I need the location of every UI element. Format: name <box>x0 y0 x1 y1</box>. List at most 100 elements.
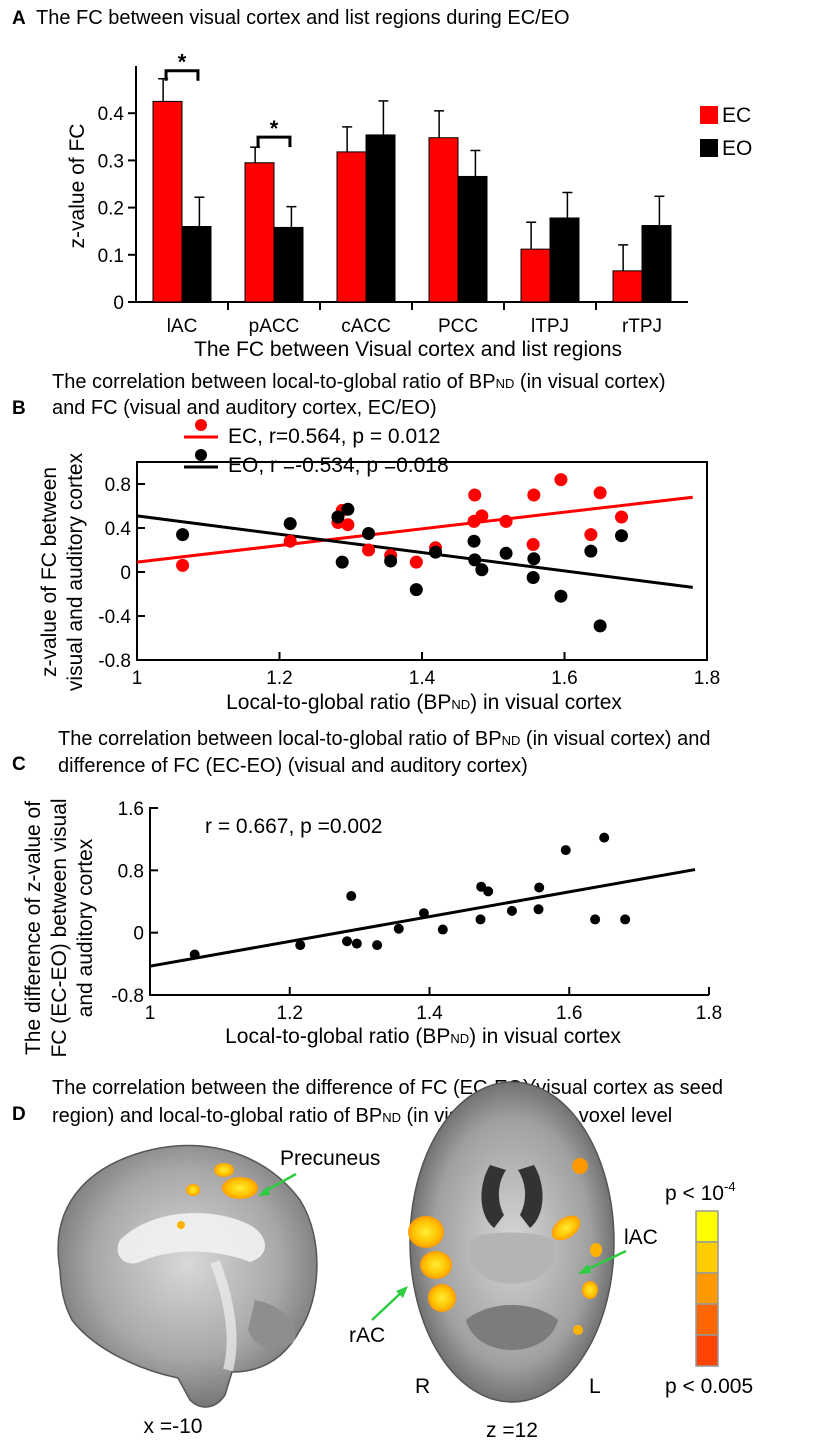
point-eo-6 <box>384 554 398 568</box>
colorbar-bottom-label: p < 0.005 <box>665 1375 753 1398</box>
colorbar-swatch-3 <box>695 1303 719 1336</box>
x-tick-label-pacc: pACC <box>249 316 300 337</box>
panel-d-title-text: region) and local-to-global ratio of BP <box>52 1105 382 1127</box>
y-tick-label-0-4: -0.4 <box>98 607 131 628</box>
point-ec-eo-16 <box>590 914 601 925</box>
point-ec-7 <box>409 555 423 569</box>
bar-eo-pcc <box>457 175 488 303</box>
x-tick-label-1-4: 1.4 <box>416 1003 443 1024</box>
significance-bracket-lac <box>164 69 200 81</box>
point-ec-17 <box>593 486 607 500</box>
bar-eo-lac <box>181 225 212 303</box>
point-ec-eo-18 <box>620 914 631 925</box>
point-eo-4 <box>341 502 355 516</box>
point-eo-14 <box>527 552 541 566</box>
activation-lac <box>551 1215 581 1241</box>
y-tick-label-0: 0 <box>113 293 124 314</box>
x-tick-label-ltpj: lTPJ <box>531 316 569 337</box>
legend-marker-eo <box>195 449 207 461</box>
panel-b-x-label-text: Local-to-global ratio (BP <box>226 691 451 714</box>
point-ec-eo-14 <box>534 882 545 893</box>
panel-c-annotation: r = 0.667, p =0.002 <box>205 815 382 838</box>
point-ec-5 <box>362 543 376 557</box>
posterior-region <box>466 1305 558 1350</box>
point-eo-10 <box>468 553 482 567</box>
panel-b-x-label: Local-to-global ratio (BPND) in visual c… <box>226 691 622 714</box>
panel-c-x-label-end: ) in visual cortex <box>469 1025 621 1048</box>
significance-star-lac: * <box>178 50 187 75</box>
legend-label-ec: EC <box>722 104 751 127</box>
x-tick-label-1: 1 <box>132 668 143 689</box>
panel-b-label: B <box>12 398 26 419</box>
panel-a-x-ticks: lAC pACC cACC PCC lTPJ rTPJ <box>167 302 662 337</box>
point-ec-13 <box>526 538 540 551</box>
colorbar-top-label: p < 10-4 <box>665 1179 736 1205</box>
panel-b: The correlation between local-to-global … <box>12 371 720 714</box>
activation-sagittal-3 <box>186 1184 200 1196</box>
panel-b-y-ticks: -0.8 -0.4 0 0.4 0.8 <box>98 475 145 672</box>
panel-c-x-ticks: 1 1.2 1.4 1.6 1.8 <box>145 987 722 1024</box>
point-ec-eo-5 <box>372 940 383 951</box>
legend-label-eo: EO <box>722 137 752 160</box>
activation-precuneus <box>222 1177 258 1199</box>
panel-b-x-ticks: 1 1.2 1.4 1.6 1.8 <box>132 652 720 689</box>
point-ec-eo-12 <box>506 905 517 916</box>
lac-label: lAC <box>624 1226 658 1249</box>
lac-arrowhead <box>578 1264 591 1274</box>
y-tick-label-0-8: -0.8 <box>111 986 144 1007</box>
point-ec-eo-17 <box>599 832 610 843</box>
panel-b-fit-lines <box>136 495 693 589</box>
panel-c-y-label-line1: The difference of z-value of <box>22 801 45 1055</box>
activation-rac-2 <box>420 1251 452 1279</box>
bar-eo-rtpj <box>641 225 672 303</box>
sagittal-caption: x =-10 <box>144 1415 203 1438</box>
bar-eo-pacc <box>273 226 304 303</box>
bar-ec-rtpj <box>612 270 643 303</box>
point-ec-eo-3 <box>346 891 357 902</box>
panel-c-x-label: Local-to-global ratio (BPND) in visual c… <box>225 1025 621 1048</box>
activation-temporal <box>590 1243 602 1257</box>
panel-b-title-line2: and FC (visual and auditory cortex, EC/E… <box>52 397 437 419</box>
x-tick-label-1-2: 1.2 <box>277 1003 303 1024</box>
x-tick-label-1-2: 1.2 <box>266 668 292 689</box>
panel-a: A The FC between visual cortex and list … <box>12 7 752 361</box>
legend-marker-ec <box>195 419 207 431</box>
panel-c-y-label-line3: and auditory cortex <box>74 838 97 1017</box>
colorbar-swatch-0 <box>695 1210 719 1243</box>
panel-c-y-ticks: -0.8 0 0.8 1.6 <box>111 799 158 1007</box>
point-ec-0 <box>176 558 190 572</box>
colorbar-swatch-4 <box>695 1334 719 1367</box>
panel-c-title-text: The correlation between local-to-global … <box>58 728 502 750</box>
corpus-callosum <box>117 1213 266 1264</box>
sagittal-brain-image <box>57 1144 318 1408</box>
y-tick-label-0-3: 0.3 <box>98 151 124 172</box>
point-eo-12 <box>499 546 513 560</box>
x-tick-label-rtpj: rTPJ <box>622 316 662 337</box>
panel-b-points <box>176 473 628 633</box>
colorbar-top-sup: -4 <box>724 1179 736 1194</box>
x-tick-label-1-8: 1.8 <box>694 668 720 689</box>
panel-a-bars <box>152 77 672 303</box>
point-ec-eo-4 <box>351 938 362 949</box>
point-ec-eo-11 <box>483 886 494 897</box>
point-ec-eo-7 <box>418 908 429 919</box>
panel-a-significance: ** <box>164 50 292 148</box>
bar-ec-pcc <box>428 137 459 303</box>
y-tick-label-0-8: -0.8 <box>98 651 131 672</box>
legend-swatch-ec <box>700 106 718 124</box>
panel-c: The correlation between local-to-global … <box>12 728 722 1058</box>
point-ec-14 <box>527 488 541 502</box>
point-ec-15 <box>554 473 568 487</box>
point-ec-eo-6 <box>393 923 404 934</box>
point-eo-11 <box>475 563 489 577</box>
activation-precuneus-2 <box>214 1163 234 1177</box>
panel-c-points <box>189 832 631 960</box>
y-tick-label-0-1: 0.1 <box>98 246 124 267</box>
bar-ec-cacc <box>336 151 367 303</box>
rac-label: rAC <box>349 1324 385 1347</box>
point-eo-2 <box>331 510 345 524</box>
panel-b-x-label-end: ) in visual cortex <box>470 691 622 714</box>
point-ec-eo-15 <box>560 845 571 856</box>
axial-brain-image <box>408 1081 615 1403</box>
